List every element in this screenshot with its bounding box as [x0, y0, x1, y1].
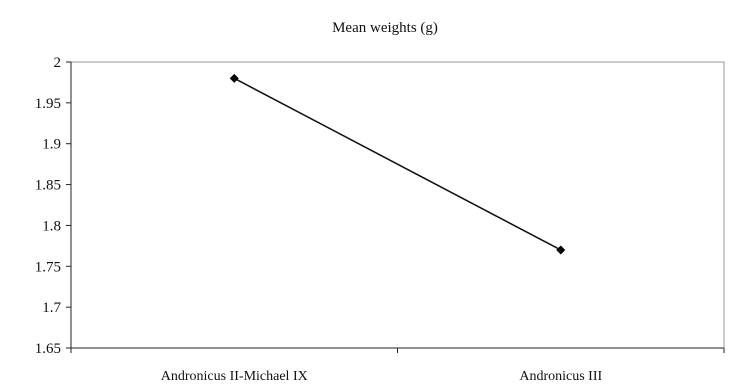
data-point-diamond-icon [229, 73, 239, 83]
x-tick-label: Andronicus II-Michael IX [161, 369, 308, 384]
series-group [229, 73, 566, 255]
y-tick-label: 1.65 [35, 341, 61, 357]
y-tick-label: 1.9 [42, 137, 61, 153]
y-tick-label: 1.8 [42, 218, 61, 234]
x-axis-ticks: Andronicus II-Michael IX Andronicus III [70, 348, 725, 384]
plot-frame [70, 61, 725, 349]
y-axis-ticks: 1.65 1.7 1.75 1.8 1.85 1.9 1.95 2 [35, 55, 71, 357]
chart-title: Mean weights (g) [332, 20, 438, 36]
y-tick-label: 1.75 [35, 259, 61, 275]
y-tick-label: 2 [54, 55, 62, 71]
y-tick-label: 1.7 [42, 300, 61, 316]
x-tick-label: Andronicus III [519, 369, 602, 384]
series-line [233, 77, 562, 251]
y-tick-label: 1.85 [35, 178, 61, 194]
data-point-diamond-icon [556, 245, 566, 255]
y-tick-label: 1.95 [35, 96, 61, 112]
